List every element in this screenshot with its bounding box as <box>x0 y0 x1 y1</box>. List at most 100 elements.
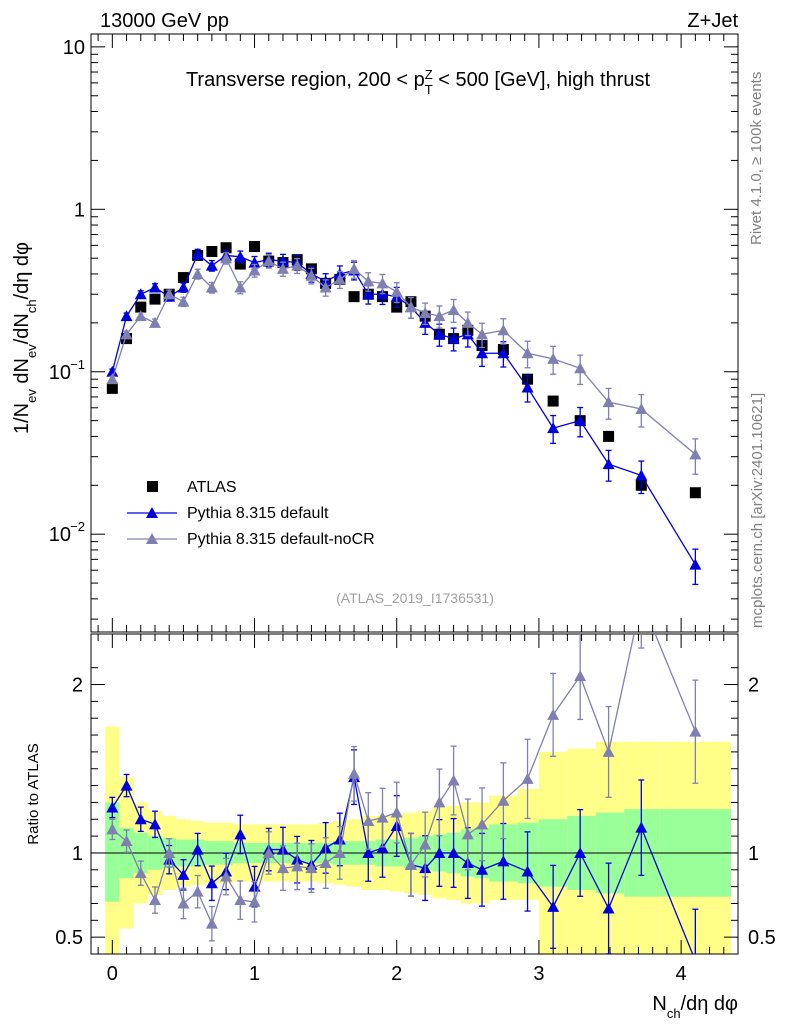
ratio-point-noCR <box>305 862 318 874</box>
ratio-point-noCR <box>276 862 289 874</box>
data-point-noCR <box>390 285 403 297</box>
data-point-noCR <box>120 328 133 340</box>
data-point-default <box>191 248 204 260</box>
ratio-point-noCR <box>191 885 204 897</box>
band-inner-segment <box>105 802 120 902</box>
data-point-noCR <box>602 396 615 408</box>
data-point-noCR <box>191 267 204 279</box>
ratio-point-noCR <box>220 870 233 882</box>
ratio-point-noCR <box>433 796 446 808</box>
legend-marker-atlas <box>147 481 158 492</box>
series-line-noCR <box>111 256 696 455</box>
data-point-default <box>574 414 587 426</box>
ratio-point-default <box>689 955 701 966</box>
main-y-tick-label: 10 <box>63 37 85 59</box>
data-point-noCR <box>547 352 560 364</box>
energy-label: 13000 GeV pp <box>100 10 229 32</box>
mcplots-label: mcplots.cern.ch [arXiv:2401.10621] <box>749 393 766 628</box>
ratio-axis-ticks: 2 2 1 1 0.5 0.5 0 1 2 3 4 <box>55 634 776 985</box>
x-tick-label: 3 <box>533 963 544 985</box>
ratio-point-default <box>602 902 615 914</box>
ratio-point-noCR <box>177 897 190 909</box>
data-point-noCR <box>419 306 432 318</box>
ratio-y-tick-label-right: 0.5 <box>748 927 776 949</box>
legend: ATLAS Pythia 8.315 default Pythia 8.315 … <box>127 479 375 548</box>
data-point-noCR <box>376 277 389 289</box>
ratio-point-noCR <box>134 867 147 879</box>
ratio-frame <box>90 633 739 955</box>
data-point-atlas <box>135 301 147 313</box>
ratio-point-noCR <box>419 838 432 850</box>
data-point-default <box>134 288 147 300</box>
x-tick-label: 1 <box>249 963 260 985</box>
data-point-noCR <box>447 303 460 315</box>
ratio-point-noCR <box>333 846 346 858</box>
data-point-noCR <box>319 281 332 293</box>
data-point-noCR <box>163 288 176 300</box>
ratio-y-tick-label: 0.5 <box>55 927 83 949</box>
rivet-version-label: Rivet 4.1.0, ≥ 100k events <box>748 72 765 245</box>
ratio-point-default <box>635 821 648 833</box>
data-point-default <box>476 347 489 359</box>
data-point-default <box>547 422 560 434</box>
main-panel: Transverse region, 200 < pTZ < 500 [GeV]… <box>11 33 739 633</box>
legend-marker-default <box>146 507 158 518</box>
ratio-y-axis-label: Ratio to ATLAS <box>25 743 42 844</box>
data-point-noCR <box>404 301 417 313</box>
ratio-point-default <box>574 846 587 858</box>
ratio-point-noCR <box>376 811 389 823</box>
data-point-noCR <box>433 310 446 322</box>
data-point-atlas <box>220 242 232 254</box>
data-point-atlas <box>603 430 615 442</box>
data-point-noCR <box>362 275 375 287</box>
ratio-point-noCR <box>262 846 275 858</box>
ratio-point-noCR <box>447 774 460 786</box>
data-point-atlas <box>149 293 161 305</box>
x-tick-label: 2 <box>391 963 402 985</box>
data-point-atlas <box>689 487 701 499</box>
ratio-point-noCR <box>291 860 304 872</box>
ratio-point-noCR <box>404 858 417 870</box>
data-point-atlas <box>177 272 189 284</box>
ratio-point-default <box>447 846 460 858</box>
ratio-point-default <box>205 877 218 889</box>
data-point-noCR <box>276 262 289 274</box>
main-title: Transverse region, 200 < pTZ < 500 [GeV]… <box>186 67 651 97</box>
data-point-default <box>234 250 247 262</box>
main-y-tick-label: 1 <box>74 199 85 221</box>
ratio-point-default <box>362 846 375 858</box>
main-y-tick-label: 10 <box>49 524 71 546</box>
ratio-point-default <box>547 900 560 912</box>
ratio-line-noCR <box>111 634 696 926</box>
ratio-point-default <box>148 818 161 830</box>
ratio-y-tick-label-right: 2 <box>748 675 759 697</box>
ratio-point-noCR <box>248 895 261 907</box>
ratio-point-noCR <box>476 818 489 830</box>
ratio-point-default <box>497 855 510 867</box>
data-point-atlas <box>348 291 360 303</box>
ratio-y-tick-label-right: 1 <box>748 843 759 865</box>
data-point-default <box>106 365 119 377</box>
ratio-point-default <box>521 865 534 877</box>
data-point-noCR <box>476 328 489 340</box>
ratio-point-noCR <box>390 806 403 818</box>
ratio-point-noCR <box>602 745 615 757</box>
ratio-point-noCR <box>148 894 161 906</box>
analysis-id-label: (ATLAS_2019_I1736531) <box>336 590 494 606</box>
ratio-uncertainty-bands <box>105 726 731 954</box>
data-point-noCR <box>106 373 119 385</box>
data-point-noCR <box>521 347 534 359</box>
ratio-point-noCR <box>362 814 375 826</box>
series-line-default <box>111 253 696 565</box>
x-axis-label: Nch/dη dφ <box>652 993 738 1021</box>
x-tick-label: 0 <box>107 963 118 985</box>
data-point-noCR <box>348 262 361 274</box>
ratio-series-group <box>106 634 702 966</box>
ratio-point-noCR <box>120 835 133 847</box>
main-y-axis-label: 1/Nev dNev/dNch/dη dφ <box>11 242 39 434</box>
ratio-point-default <box>476 863 489 875</box>
data-point-default <box>447 332 460 344</box>
ratio-point-noCR <box>205 917 218 929</box>
ratio-point-default <box>106 801 119 813</box>
